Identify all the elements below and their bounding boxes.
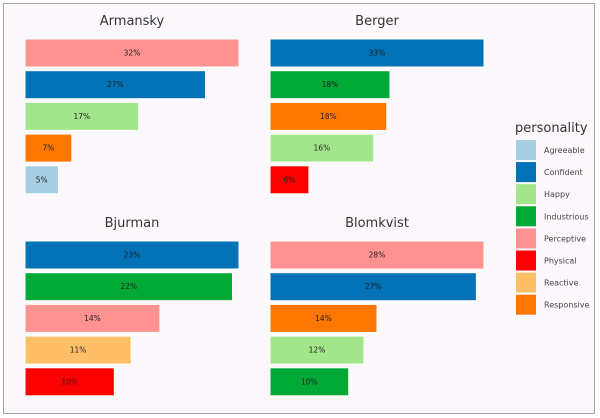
bar-happy	[24, 101, 140, 131]
bar-label: 14%	[315, 314, 332, 323]
bar-label: 32%	[124, 49, 141, 58]
bar-label: 10%	[61, 377, 78, 386]
facet-armansky: Armansky 32% 27% 17% 7% 5%	[24, 14, 240, 195]
bar-label: 27%	[365, 282, 382, 291]
legend-item: Reactive	[544, 279, 579, 288]
bar-industrious	[269, 367, 350, 397]
legend-swatch-responsive	[516, 294, 536, 315]
bar-label: 18%	[322, 80, 339, 89]
legend-swatch-agreeable	[516, 140, 536, 160]
legend-item: Responsive	[544, 301, 589, 310]
bar-confident	[269, 272, 477, 302]
legend-item: Perceptive	[544, 234, 586, 243]
bar-label: 22%	[120, 282, 137, 291]
legend: personality Agreeable Confident Happy Indust…	[515, 121, 589, 315]
bar-label: 14%	[84, 314, 101, 323]
facet-title: Armansky	[100, 14, 165, 29]
bar-label: 12%	[309, 346, 326, 355]
bar-physical	[24, 367, 115, 397]
legend-swatch-reactive	[516, 272, 536, 293]
bar-label: 18%	[320, 112, 337, 121]
bar-label: 17%	[74, 112, 91, 121]
facet-bjurman: Bjurman 23% 22% 14% 11% 10%	[24, 216, 240, 397]
legend-swatch-happy	[516, 184, 536, 205]
facet-blomkvist: Blomkvist 28% 27% 14% 12% 10%	[269, 216, 485, 397]
bar-label: 7%	[42, 144, 54, 153]
bar-label: 23%	[124, 251, 141, 260]
bar-label: 28%	[369, 251, 386, 260]
bar-happy	[269, 133, 375, 163]
bar-reactive	[24, 335, 132, 365]
bar-physical	[269, 165, 310, 195]
bar-label: 16%	[314, 144, 331, 153]
bar-responsive	[269, 303, 378, 333]
bar-label: 11%	[70, 346, 87, 355]
legend-item: Happy	[544, 190, 570, 199]
bar-label: 6%	[284, 175, 296, 184]
facet-berger: Berger 33% 18% 18% 16% 6%	[269, 14, 485, 195]
facet-title: Blomkvist	[345, 216, 409, 231]
facet-title: Bjurman	[105, 216, 160, 231]
bar-industrious	[24, 272, 233, 302]
bar-label: 5%	[36, 175, 48, 184]
bar-industrious	[269, 70, 391, 100]
bar-confident	[24, 70, 207, 100]
legend-item: Industrious	[544, 212, 589, 221]
bar-responsive	[24, 133, 73, 163]
bar-perceptive	[269, 240, 485, 270]
facet-title: Berger	[355, 14, 399, 29]
legend-title: personality	[515, 121, 588, 136]
legend-swatch-perceptive	[516, 228, 536, 249]
bar-confident	[24, 240, 240, 270]
bar-perceptive	[24, 303, 161, 333]
legend-swatch-confident	[516, 162, 536, 183]
bar-perceptive	[24, 38, 240, 68]
bar-label: 10%	[301, 377, 318, 386]
legend-swatch-industrious	[516, 206, 536, 227]
bar-label: 33%	[369, 49, 386, 58]
bar-responsive	[269, 101, 388, 131]
legend-swatch-physical	[516, 250, 536, 271]
bar-happy	[269, 335, 365, 365]
bar-label: 27%	[107, 80, 124, 89]
legend-item: Physical	[544, 257, 577, 266]
bar-agreeable	[24, 165, 59, 195]
legend-item: Confident	[544, 168, 583, 177]
bar-confident	[269, 38, 485, 68]
legend-item: Agreeable	[544, 146, 585, 155]
